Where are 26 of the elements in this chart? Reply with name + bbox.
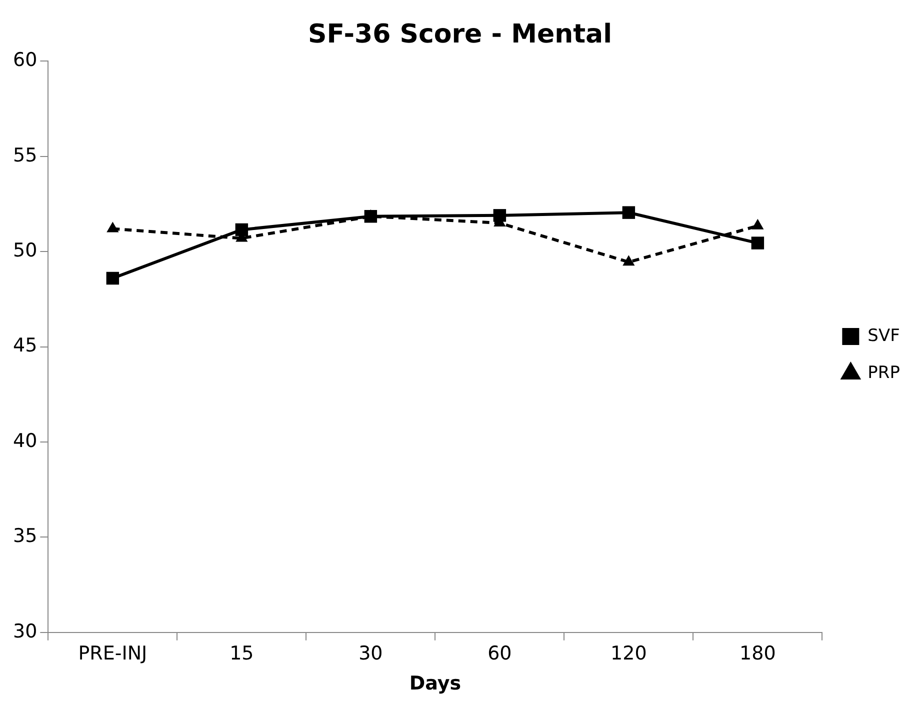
y-tick-label: 30 [12,620,38,642]
x-axis-title: Days [409,672,462,695]
point [622,255,635,266]
x-tick-label: 60 [488,642,512,665]
y-tick-label: 40 [12,430,38,452]
point [622,206,636,219]
point [106,222,119,232]
x-tick-label: 180 [740,642,776,665]
y-tick-label: 55 [12,144,38,166]
y-tick-label: 35 [12,525,38,548]
point [364,210,378,223]
point [751,236,764,250]
y-tick-label: 50 [12,240,38,262]
y-tick-label: 60 [12,49,38,72]
x-tick-label: 30 [358,642,383,665]
point [752,218,764,230]
x-tick-label: 15 [230,642,254,665]
y-tick-label: 45 [12,334,38,357]
point [493,209,506,222]
point [106,272,120,285]
x-tick-label: 120 [610,642,647,665]
x-tick-label: PRE-INJ [78,642,148,665]
legend-label: SVF [868,326,900,346]
legend-label: PRP [868,362,900,383]
point [235,223,248,236]
chart-title: SF-36 Score - Mental [308,19,612,50]
